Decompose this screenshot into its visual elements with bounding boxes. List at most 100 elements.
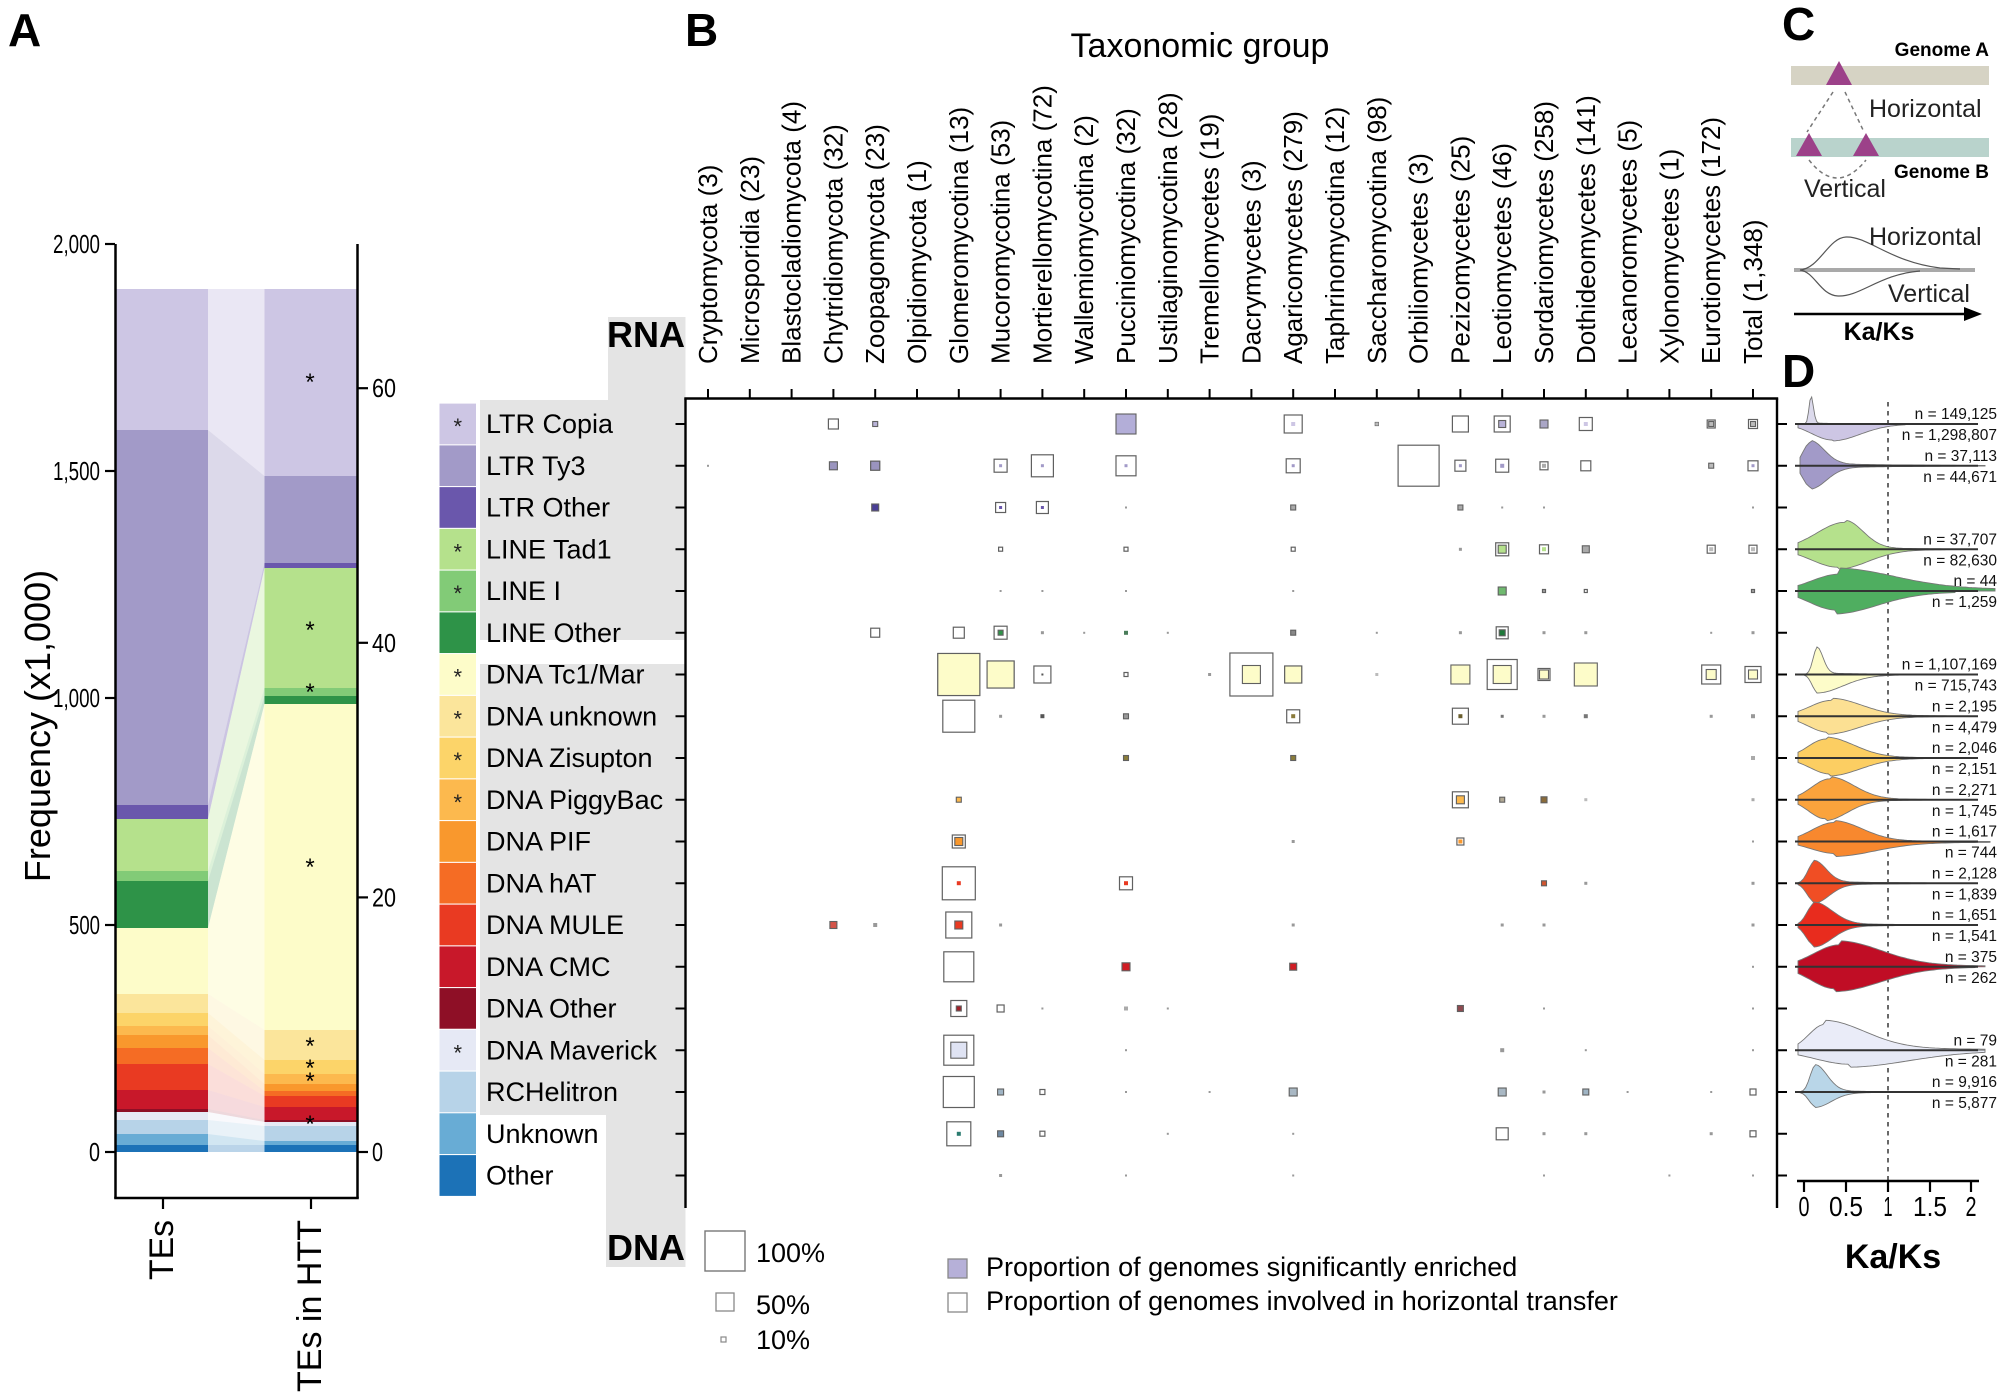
svg-text:2: 2 xyxy=(1966,1191,1977,1222)
svg-text:*: * xyxy=(305,1055,314,1082)
svg-text:n = 37,113: n = 37,113 xyxy=(1924,448,1997,465)
svg-text:Vertical: Vertical xyxy=(1804,175,1886,203)
svg-text:*: * xyxy=(453,414,462,439)
svg-text:1,500: 1,500 xyxy=(53,456,100,486)
svg-text:Horizontal: Horizontal xyxy=(1869,95,1982,123)
svg-text:B: B xyxy=(685,4,718,56)
svg-text:Taxonomic group: Taxonomic group xyxy=(1071,27,1330,65)
svg-text:n = 1,107,169: n = 1,107,169 xyxy=(1902,657,1997,674)
svg-text:Leotiomycetes (46): Leotiomycetes (46) xyxy=(1487,143,1517,364)
svg-text:Saccharomycotina (98): Saccharomycotina (98) xyxy=(1362,97,1392,364)
svg-text:A: A xyxy=(8,4,41,56)
svg-text:Olpidiomycota (1): Olpidiomycota (1) xyxy=(902,160,932,364)
svg-text:DNA Maverick: DNA Maverick xyxy=(486,1035,658,1065)
svg-text:Pezizomycetes (25): Pezizomycetes (25) xyxy=(1445,136,1475,364)
svg-text:n = 262: n = 262 xyxy=(1945,970,1997,987)
svg-text:DNA PIF: DNA PIF xyxy=(486,827,591,857)
svg-text:DNA hAT: DNA hAT xyxy=(486,868,597,898)
svg-text:LTR Copia: LTR Copia xyxy=(486,409,614,439)
svg-text:60: 60 xyxy=(372,373,396,403)
svg-text:Eurotiomycetes (172): Eurotiomycetes (172) xyxy=(1696,117,1726,364)
svg-text:*: * xyxy=(453,581,462,606)
svg-text:n = 715,743: n = 715,743 xyxy=(1915,678,1997,695)
svg-text:Mucoromycotina (53): Mucoromycotina (53) xyxy=(986,120,1016,364)
svg-text:Genome B: Genome B xyxy=(1894,162,1989,183)
svg-text:C: C xyxy=(1782,0,1815,50)
svg-text:*: * xyxy=(453,665,462,690)
svg-text:*: * xyxy=(305,854,314,881)
svg-text:n = 1,541: n = 1,541 xyxy=(1932,928,1997,945)
svg-text:Frequency (x1,000): Frequency (x1,000) xyxy=(17,570,58,882)
svg-text:2,000: 2,000 xyxy=(53,229,100,259)
svg-text:20: 20 xyxy=(372,882,396,912)
svg-text:Ka/Ks: Ka/Ks xyxy=(1845,1238,1941,1276)
svg-text:n = 82,630: n = 82,630 xyxy=(1923,552,1997,569)
svg-text:0: 0 xyxy=(89,1137,100,1167)
svg-text:Mortierellomycotina (72): Mortierellomycotina (72) xyxy=(1027,85,1057,364)
svg-text:D: D xyxy=(1782,345,1815,397)
svg-text:n = 149,125: n = 149,125 xyxy=(1915,406,1997,423)
svg-text:Proportion of genomes involved: Proportion of genomes involved in horizo… xyxy=(986,1286,1618,1316)
svg-text:*: * xyxy=(453,790,462,815)
svg-text:n = 2,046: n = 2,046 xyxy=(1932,740,1997,757)
svg-text:1,000: 1,000 xyxy=(53,683,100,713)
svg-text:Other: Other xyxy=(486,1161,554,1191)
svg-text:n = 1,259: n = 1,259 xyxy=(1932,594,1997,611)
svg-text:LINE Other: LINE Other xyxy=(486,618,621,648)
svg-text:Orbiliomycetes (3): Orbiliomycetes (3) xyxy=(1404,153,1434,364)
svg-text:TEs: TEs xyxy=(143,1220,181,1280)
svg-text:0: 0 xyxy=(372,1137,383,1167)
svg-text:Chytridiomycota (32): Chytridiomycota (32) xyxy=(818,124,848,364)
svg-text:1.5: 1.5 xyxy=(1913,1191,1947,1222)
svg-text:*: * xyxy=(453,706,462,731)
svg-text:Unknown: Unknown xyxy=(486,1119,599,1149)
svg-text:Sordariomycetes (258): Sordariomycetes (258) xyxy=(1529,101,1559,364)
svg-text:Zoopagomycota (23): Zoopagomycota (23) xyxy=(860,124,890,364)
svg-text:Tremellomycetes (19): Tremellomycetes (19) xyxy=(1195,114,1225,364)
svg-text:*: * xyxy=(305,1033,314,1060)
svg-text:Vertical: Vertical xyxy=(1888,280,1970,308)
svg-text:*: * xyxy=(305,369,314,396)
svg-text:Blastocladiomycota (4): Blastocladiomycota (4) xyxy=(777,101,807,364)
svg-text:Taphrinomycotina (12): Taphrinomycotina (12) xyxy=(1320,107,1350,364)
svg-text:n = 281: n = 281 xyxy=(1945,1053,1997,1070)
svg-text:DNA unknown: DNA unknown xyxy=(486,701,657,731)
svg-text:n = 2,271: n = 2,271 xyxy=(1932,782,1997,799)
svg-text:Genome A: Genome A xyxy=(1895,40,1990,61)
svg-text:Lecanoromycetes (5): Lecanoromycetes (5) xyxy=(1613,120,1643,364)
svg-text:n = 1,298,807: n = 1,298,807 xyxy=(1902,427,1997,444)
svg-text:*: * xyxy=(305,1111,314,1138)
svg-text:Total (1,348): Total (1,348) xyxy=(1738,219,1768,364)
svg-text:10%: 10% xyxy=(756,1325,810,1355)
svg-text:DNA CMC: DNA CMC xyxy=(486,952,611,982)
svg-text:n = 9,916: n = 9,916 xyxy=(1932,1074,1997,1091)
svg-text:Dothideomycetes (141): Dothideomycetes (141) xyxy=(1571,95,1601,364)
svg-text:100%: 100% xyxy=(756,1238,825,1268)
svg-text:Microsporidia (23): Microsporidia (23) xyxy=(735,156,765,364)
svg-text:40: 40 xyxy=(372,628,396,658)
svg-text:DNA Zisupton: DNA Zisupton xyxy=(486,743,653,773)
svg-text:*: * xyxy=(453,539,462,564)
svg-text:*: * xyxy=(305,1068,314,1095)
svg-text:0: 0 xyxy=(1799,1191,1810,1222)
svg-text:n = 2,195: n = 2,195 xyxy=(1932,698,1997,715)
svg-text:Agaricomycetes (279): Agaricomycetes (279) xyxy=(1278,111,1308,364)
svg-text:LTR Ty3: LTR Ty3 xyxy=(486,451,586,481)
svg-text:Horizontal: Horizontal xyxy=(1869,223,1982,251)
svg-text:50%: 50% xyxy=(756,1290,810,1320)
svg-text:DNA MULE: DNA MULE xyxy=(486,910,624,940)
svg-text:n = 37,707: n = 37,707 xyxy=(1923,531,1997,548)
svg-text:1: 1 xyxy=(1884,1191,1893,1222)
svg-text:Wallemiomycotina (2): Wallemiomycotina (2) xyxy=(1069,115,1099,364)
svg-text:RCHelitron: RCHelitron xyxy=(486,1077,618,1107)
svg-text:500: 500 xyxy=(69,910,100,940)
svg-text:n = 375: n = 375 xyxy=(1945,949,1997,966)
svg-text:n = 1,651: n = 1,651 xyxy=(1932,907,1997,924)
svg-text:*: * xyxy=(453,1040,462,1065)
svg-text:0.5: 0.5 xyxy=(1829,1191,1863,1222)
svg-text:*: * xyxy=(453,748,462,773)
svg-text:Pucciniomycotina (32): Pucciniomycotina (32) xyxy=(1111,108,1141,364)
svg-text:*: * xyxy=(305,679,314,706)
svg-text:Ustilaginomycotina (28): Ustilaginomycotina (28) xyxy=(1153,92,1183,364)
svg-text:Dacrymycetes (3): Dacrymycetes (3) xyxy=(1236,160,1266,364)
